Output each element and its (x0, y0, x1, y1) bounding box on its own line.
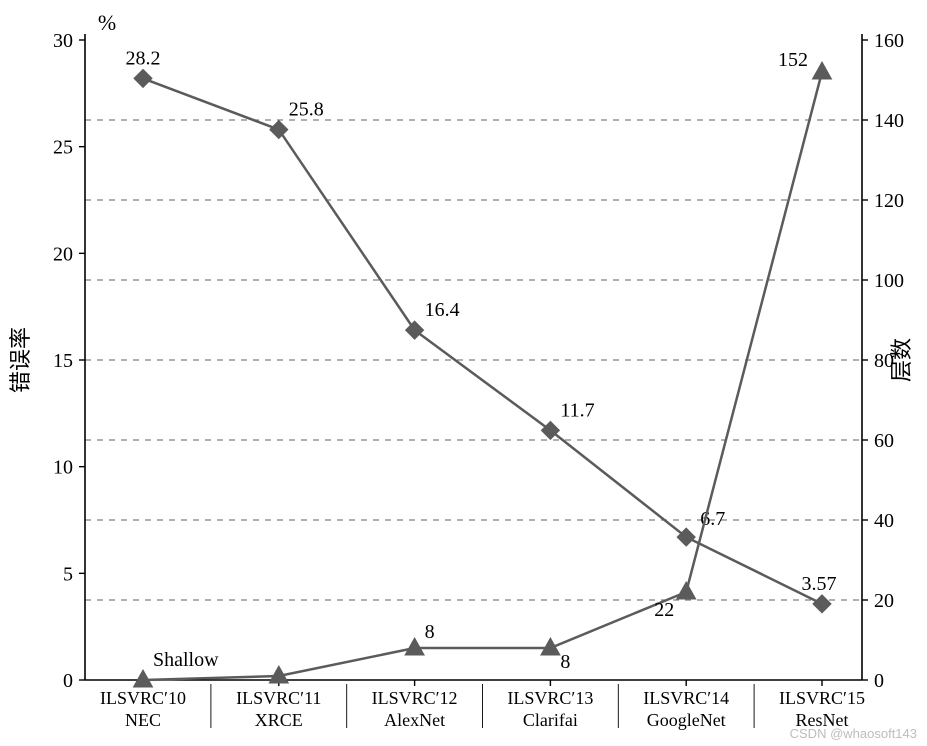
y-left-title: 错误率 (8, 327, 33, 393)
chart-background (0, 0, 927, 746)
x-category-bottom: XRCE (255, 710, 303, 730)
layers-label: Shallow (153, 649, 219, 671)
y-right-tick-label: 60 (874, 430, 894, 452)
x-category-top: ILSVRC′12 (372, 688, 458, 708)
y-left-tick-label: 0 (63, 670, 73, 692)
layers-label: 22 (654, 599, 674, 621)
error-rate-label: 11.7 (560, 399, 594, 421)
x-category-bottom: NEC (125, 710, 161, 730)
y-right-tick-label: 20 (874, 590, 894, 612)
x-category-top: ILSVRC′11 (236, 688, 321, 708)
y-left-tick-label: 10 (53, 457, 73, 479)
y-left-unit-label: % (98, 10, 116, 35)
y-right-tick-label: 160 (874, 30, 904, 52)
x-category-top: ILSVRC′10 (100, 688, 186, 708)
layers-label: 152 (778, 49, 808, 71)
error-rate-label: 16.4 (425, 299, 460, 321)
error-rate-label: 3.57 (802, 573, 837, 595)
y-right-tick-label: 140 (874, 110, 904, 132)
error-rate-label: 25.8 (289, 99, 324, 121)
y-right-tick-label: 40 (874, 510, 894, 532)
y-left-tick-label: 30 (53, 30, 73, 52)
y-right-title: 层数 (889, 338, 914, 382)
x-category-bottom: GoogleNet (647, 710, 726, 730)
dual-axis-line-chart: 051015202530020406080100120140160ILSVRC′… (0, 0, 927, 746)
y-right-tick-label: 120 (874, 190, 904, 212)
layers-label: 8 (425, 621, 435, 643)
y-left-tick-label: 15 (53, 350, 73, 372)
layers-label: 8 (560, 651, 570, 673)
x-category-bottom: Clarifai (523, 710, 578, 730)
y-right-tick-label: 0 (874, 670, 884, 692)
x-category-top: ILSVRC′15 (779, 688, 865, 708)
x-category-top: ILSVRC′13 (507, 688, 593, 708)
x-category-top: ILSVRC′14 (643, 688, 729, 708)
y-left-tick-label: 20 (53, 243, 73, 265)
watermark-text: CSDN @whaosoft143 (790, 726, 917, 741)
error-rate-label: 28.2 (126, 47, 161, 69)
y-left-tick-label: 25 (53, 137, 73, 159)
y-right-tick-label: 100 (874, 270, 904, 292)
x-category-bottom: AlexNet (384, 710, 445, 730)
y-left-tick-label: 5 (63, 563, 73, 585)
